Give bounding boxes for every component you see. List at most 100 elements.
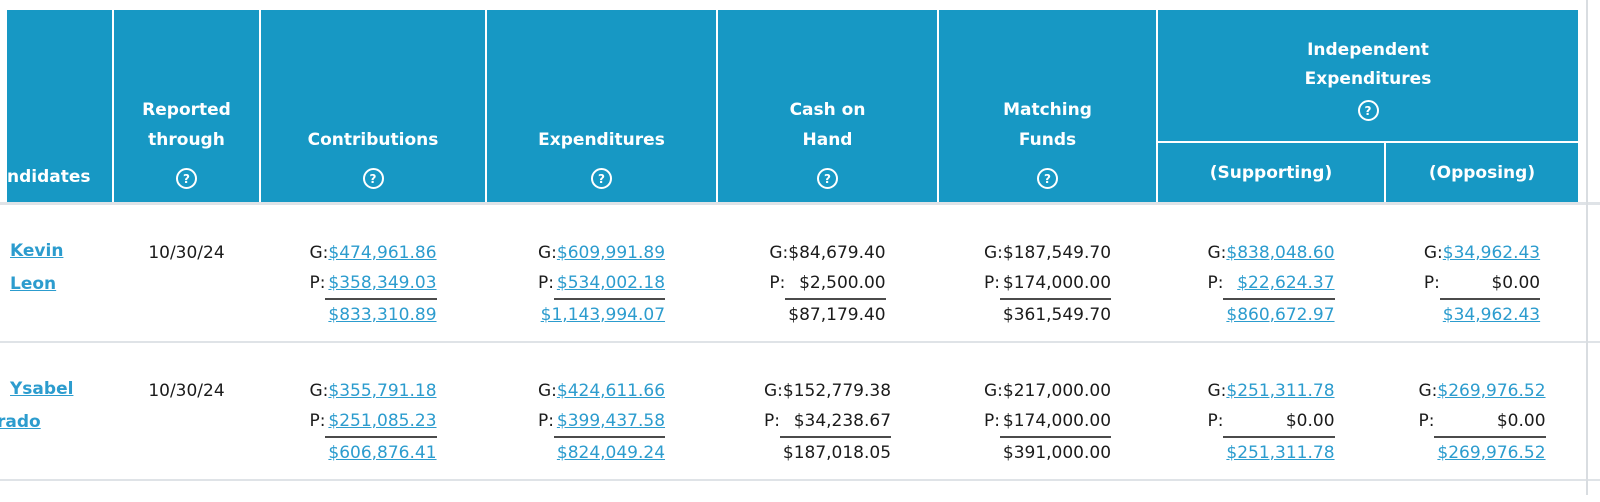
ie_opposing-general-line: G: $269,976.52 — [1418, 376, 1545, 406]
contributions-general-amount-link[interactable]: $355,791.18 — [328, 381, 437, 401]
cash_on_hand-general-amount: $84,679.40 — [788, 243, 886, 263]
contributions-total-amount-link[interactable]: $606,876.41 — [328, 443, 437, 463]
matching_funds-primary-amount: $174,000.00 — [999, 406, 1112, 438]
expenditures-general-amount-link[interactable]: $609,991.89 — [556, 243, 666, 263]
cash_on_hand-cell: G: $152,779.38 P: $34,238.67 $187,018.05 — [718, 343, 937, 479]
candidate-name-link[interactable]: Kevin — [10, 241, 64, 261]
cash_on_hand-general-line: G: $84,679.40 — [769, 238, 885, 268]
cash_on_hand-total-amount: $187,018.05 — [782, 443, 892, 463]
cash_on_hand-total-line: $187,018.05 — [764, 438, 891, 468]
matching_funds-general-line: G: $217,000.00 — [984, 376, 1111, 406]
matching_funds-total-amount: $391,000.00 — [1002, 443, 1112, 463]
cash_on_hand-general-line: G: $152,779.38 — [764, 376, 891, 406]
expenditures-primary-amount-link[interactable]: $399,437.58 — [553, 406, 666, 438]
ie_opposing-general-amount-link[interactable]: $269,976.52 — [1437, 381, 1546, 401]
candidate-name-link[interactable]: Leon — [10, 274, 57, 294]
ie_supporting-general-line: G: $251,311.78 — [1207, 376, 1334, 406]
reported-through-label-line: through — [148, 130, 225, 150]
help-icon[interactable]: ? — [362, 168, 384, 189]
independent-expenditures-label-line: Expenditures — [1304, 69, 1432, 89]
expenditures-total-amount-link[interactable]: $1,143,994.07 — [540, 305, 666, 325]
ie_supporting-total-amount-link[interactable]: $251,311.78 — [1226, 443, 1335, 463]
ie_opposing-primary-amount: $0.00 — [1434, 406, 1546, 438]
ie_opposing-cell: G: $34,962.43 P: $0.00 $34,962.43 — [1386, 205, 1578, 341]
contributions-general-line: G: $355,791.18 — [309, 376, 436, 406]
matching_funds-primary-line: P: $174,000.00 — [984, 406, 1112, 438]
ie-opposing-label: (Opposing) — [1428, 162, 1536, 183]
ie_supporting-general-amount-link[interactable]: $838,048.60 — [1226, 243, 1335, 263]
contributions-primary-amount-link[interactable]: $358,349.03 — [325, 268, 437, 300]
ie_supporting-primary-amount-link[interactable]: $22,624.37 — [1223, 268, 1335, 300]
contributions-total-amount-link[interactable]: $833,310.89 — [328, 305, 437, 325]
ie_opposing-general-line: G: $34,962.43 — [1424, 238, 1540, 268]
ie_opposing-total-amount-link[interactable]: $34,962.43 — [1442, 305, 1541, 325]
contributions-label-line: Contributions — [307, 130, 439, 150]
cash_on_hand-primary-amount: $2,500.00 — [785, 268, 886, 300]
ie_supporting-amounts: G: $251,311.78 P: $0.00 $251,311.78 — [1207, 376, 1335, 468]
ie_opposing-general-amount-link[interactable]: $34,962.43 — [1442, 243, 1541, 263]
ie_supporting-general-line: G: $838,048.60 — [1207, 238, 1334, 268]
primary-prefix: P: — [763, 411, 780, 431]
matching_funds-general-line: G: $187,549.70 — [984, 238, 1111, 268]
general-prefix: G: — [537, 243, 557, 263]
expenditures-general-amount-link[interactable]: $424,611.66 — [556, 381, 666, 401]
column-header-contributions: Contributions ? — [261, 10, 485, 202]
matching_funds-general-amount: $187,549.70 — [1002, 243, 1112, 263]
general-prefix: G: — [1207, 243, 1227, 263]
cash_on_hand-amounts: G: $84,679.40 P: $2,500.00 $87,179.40 — [769, 238, 886, 330]
help-icon[interactable]: ? — [817, 168, 838, 189]
cash_on_hand-primary-line: P: $2,500.00 — [769, 268, 886, 300]
matching-funds-label-line: Matching — [1003, 100, 1092, 120]
primary-prefix: P: — [1418, 411, 1435, 431]
candidate-name-link[interactable]: Ysabel — [10, 379, 74, 399]
table-body: Kevin Leon 10/30/24 G: $474,961.86 P: $358,349… — [0, 205, 1600, 481]
general-prefix: G: — [983, 381, 1003, 401]
ie_opposing-total-amount-link[interactable]: $269,976.52 — [1437, 443, 1546, 463]
help-icon[interactable]: ? — [1037, 168, 1058, 189]
contributions-general-amount-link[interactable]: $474,961.86 — [328, 243, 437, 263]
general-prefix: G: — [769, 243, 789, 263]
column-header-cash-on-hand: Cash on Hand ? — [718, 10, 937, 202]
primary-prefix: P: — [983, 273, 1000, 293]
ie_supporting-general-amount-link[interactable]: $251,311.78 — [1226, 381, 1335, 401]
reported-through-cell: 10/30/24 — [114, 343, 259, 479]
ie_supporting-cell: G: $251,311.78 P: $0.00 $251,311.78 — [1158, 343, 1384, 479]
candidate-name-cell: Kevin Leon — [0, 205, 112, 341]
general-prefix: G: — [1207, 381, 1227, 401]
matching_funds-general-amount: $217,000.00 — [1002, 381, 1112, 401]
matching-funds-label-line: Funds — [1018, 130, 1077, 150]
candidate-name-link[interactable]: rado — [0, 412, 41, 432]
matching_funds-amounts: G: $217,000.00 P: $174,000.00 $391,000.00 — [984, 376, 1112, 468]
ie_supporting-primary-line: P: $22,624.37 — [1207, 268, 1335, 300]
general-prefix: G: — [763, 381, 783, 401]
help-icon[interactable]: ? — [176, 168, 197, 189]
help-icon[interactable]: ? — [591, 168, 612, 189]
general-prefix: G: — [309, 243, 329, 263]
candidates-header-label: ndidates — [7, 167, 91, 187]
contributions-primary-amount-link[interactable]: $251,085.23 — [325, 406, 437, 438]
ie_supporting-total-amount-link[interactable]: $860,672.97 — [1226, 305, 1335, 325]
reported-through-label-line: Reported — [142, 100, 231, 120]
primary-prefix: P: — [1423, 273, 1440, 293]
matching_funds-amounts: G: $187,549.70 P: $174,000.00 $361,549.70 — [983, 238, 1112, 330]
help-icon[interactable]: ? — [1357, 100, 1379, 121]
table-row: Ysabel rado 10/30/24 G: $355,791.18 P: $251,08… — [0, 343, 1600, 481]
cash_on_hand-amounts: G: $152,779.38 P: $34,238.67 $187,018.05 — [763, 376, 892, 468]
general-prefix: G: — [1418, 381, 1438, 401]
ie_supporting-primary-amount: $0.00 — [1223, 406, 1335, 438]
contributions-primary-line: P: $358,349.03 — [309, 268, 437, 300]
expenditures-total-amount-link[interactable]: $824,049.24 — [556, 443, 666, 463]
matching_funds-cell: G: $217,000.00 P: $174,000.00 $391,000.00 — [939, 343, 1156, 479]
cash_on_hand-primary-line: P: $34,238.67 — [763, 406, 892, 438]
expenditures-amounts: G: $609,991.89 P: $534,002.18 $1,143,994.07 — [537, 238, 666, 330]
expenditures-total-line: $1,143,994.07 — [538, 300, 665, 330]
expenditures-total-line: $824,049.24 — [538, 438, 665, 468]
expenditures-primary-amount-link[interactable]: $534,002.18 — [553, 268, 666, 300]
matching_funds-total-amount: $361,549.70 — [1002, 305, 1112, 325]
ie_opposing-amounts: G: $34,962.43 P: $0.00 $34,962.43 — [1423, 238, 1541, 330]
primary-prefix: P: — [1207, 273, 1224, 293]
table-right-border — [1586, 0, 1588, 495]
ie_opposing-total-line: $34,962.43 — [1424, 300, 1540, 330]
reported-through-date: 10/30/24 — [148, 381, 225, 401]
